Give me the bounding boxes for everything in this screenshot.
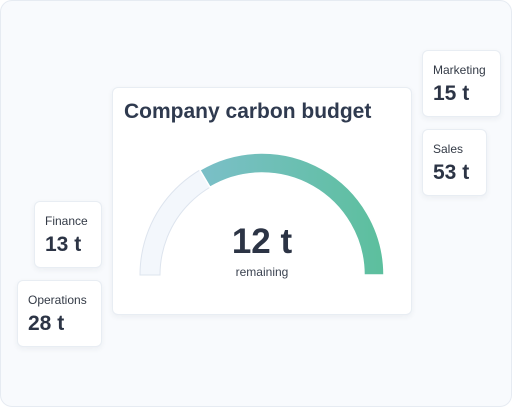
carbon-budget-card: Company carbon budget 12 t remaining	[112, 87, 412, 315]
gauge-fill	[198, 152, 385, 276]
department-card-operations: Operations 28 t	[17, 280, 102, 347]
department-value: 28 t	[28, 312, 65, 335]
department-value: 53 t	[433, 161, 470, 184]
department-card-marketing: Marketing 15 t	[422, 50, 501, 117]
department-value: 13 t	[45, 233, 82, 256]
department-label: Marketing	[433, 63, 486, 77]
remaining-value: 12 t	[231, 222, 293, 261]
department-card-finance: Finance 13 t	[34, 201, 102, 268]
remaining-label: remaining	[235, 265, 289, 279]
card-title: Company carbon budget	[124, 100, 372, 123]
budget-gauge	[139, 152, 385, 276]
department-card-sales: Sales 53 t	[422, 129, 487, 196]
department-label: Operations	[28, 293, 87, 307]
department-label: Sales	[433, 142, 464, 156]
department-label: Finance	[45, 214, 88, 228]
department-value: 15 t	[433, 82, 470, 105]
